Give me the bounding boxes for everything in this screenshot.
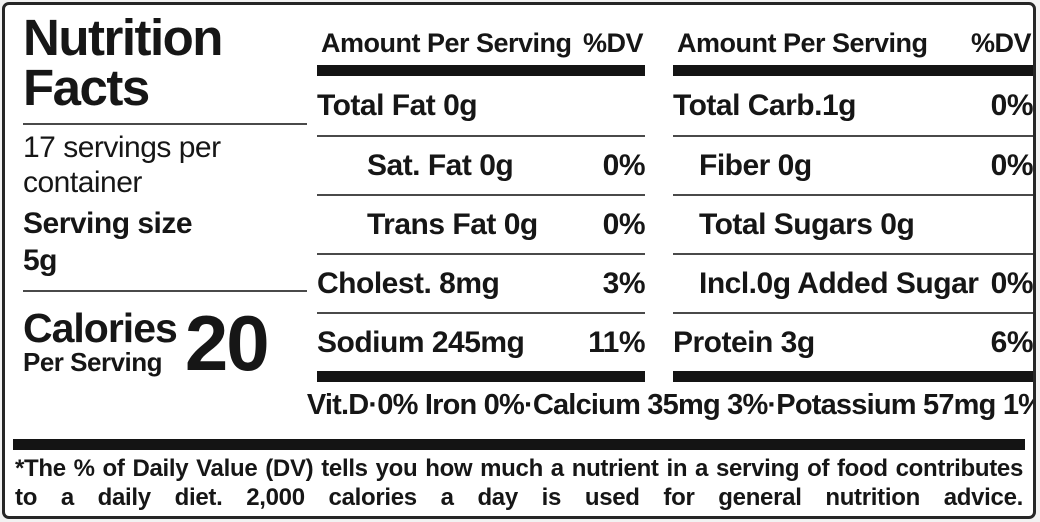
nutrient-row-fiber: Fiber 0g 0%: [673, 135, 1033, 194]
nutrient-dv: 0%: [990, 266, 1033, 300]
nutrient-dv: 0%: [990, 148, 1033, 182]
summary-column: Nutrition Facts 17 servings per containe…: [5, 5, 317, 439]
nutrient-name: Sat. Fat 0g: [367, 148, 514, 182]
calories-value: 20: [184, 298, 270, 387]
dv-footnote: *The % of Daily Value (DV) tells you how…: [15, 455, 1023, 511]
nutrient-name: Fiber 0g: [699, 148, 812, 182]
nutrient-name: Total Carb.1g: [673, 88, 856, 122]
nutrient-dv: 0%: [990, 88, 1033, 122]
divider: [23, 122, 307, 125]
nutrient-row-trans-fat: Trans Fat 0g 0%: [317, 194, 646, 253]
dv-header: %DV: [582, 28, 644, 58]
nutrient-panels: Amount Per Serving %DV Total Fat 0g Sat.…: [306, 5, 1036, 439]
nutrient-row-sat-fat: Sat. Fat 0g 0%: [317, 135, 646, 194]
nutrient-row-added-sugar: Incl.0g Added Sugar 0%: [673, 253, 1033, 312]
nutrient-name: Trans Fat 0g: [367, 207, 538, 241]
divider: [23, 289, 307, 292]
nutrient-row-sodium: Sodium 245mg 11%: [317, 312, 645, 371]
serving-size-label: Serving size: [23, 206, 193, 240]
label-title: Nutrition Facts: [23, 9, 223, 116]
thick-rule: [317, 371, 645, 382]
thick-rule: [673, 65, 1033, 76]
amount-per-serving-header: Amount Per Serving: [677, 28, 928, 58]
fat-sodium-panel: Amount Per Serving %DV Total Fat 0g Sat.…: [317, 5, 646, 382]
nutrient-dv: 0%: [602, 207, 646, 241]
nutrient-dv: 3%: [602, 266, 646, 300]
nutrient-dv: 0%: [602, 148, 646, 182]
servings-per-container: 17 servings per container: [23, 130, 221, 199]
nutrient-name: Incl.0g Added Sugar: [699, 266, 979, 300]
nutrient-dv: 11%: [588, 325, 645, 359]
nutrient-row-cholesterol: Cholest. 8mg 3%: [317, 253, 646, 312]
micronutrients-line: Vit.D·0% Iron 0%·Calcium 35mg 3%·Potassi…: [306, 388, 1036, 421]
thick-rule: [673, 371, 1033, 382]
calories-subtitle: Per Serving: [23, 346, 163, 377]
dv-header: %DV: [970, 28, 1032, 58]
nutrient-row-protein: Protein 3g 6%: [673, 312, 1033, 371]
label-body: Nutrition Facts 17 servings per containe…: [5, 5, 1033, 439]
calories-label: Calories: [23, 304, 178, 351]
nutrient-dv: 6%: [990, 325, 1033, 359]
nutrient-row-total-carb: Total Carb.1g 0%: [673, 76, 1033, 135]
nutrient-row-total-fat: Total Fat 0g: [317, 76, 645, 135]
amount-per-serving-header: Amount Per Serving: [321, 28, 572, 58]
carb-protein-panel: Amount Per Serving %DV Total Carb.1g 0% …: [673, 5, 1033, 382]
nutrient-row-total-sugars: Total Sugars 0g: [673, 194, 1033, 253]
calories-block: Calories Per Serving 20: [23, 298, 309, 387]
nutrient-name: Cholest. 8mg: [317, 266, 500, 300]
thick-rule: [13, 439, 1025, 450]
nutrient-name: Total Fat 0g: [317, 88, 478, 122]
serving-size-value: 5g: [23, 244, 58, 278]
thick-rule: [317, 65, 645, 76]
nutrient-name: Sodium 245mg: [317, 325, 525, 359]
nutrient-name: Total Sugars 0g: [699, 207, 915, 241]
nutrient-name: Protein 3g: [673, 325, 815, 359]
